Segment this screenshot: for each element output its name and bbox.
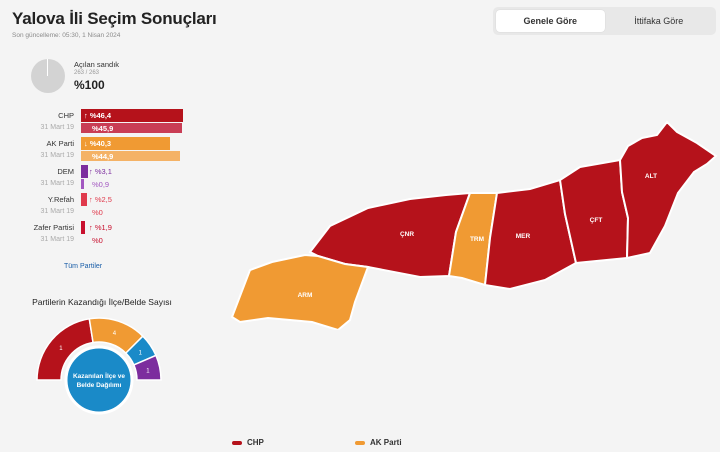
party-prev-label: 31 Mart 19 (40, 152, 74, 159)
district-alt[interactable] (618, 120, 718, 260)
page-title: Yalova İli Seçim Sonuçları (12, 9, 217, 28)
district-label: MER (516, 233, 531, 240)
district-label: ALT (645, 173, 657, 180)
tab-alliance[interactable]: İttifaka Göre (634, 16, 684, 26)
district-label: TRM (470, 236, 484, 243)
party-prev-label: 31 Mart 19 (40, 208, 74, 215)
party-current-bar (81, 193, 87, 206)
party-name: Zafer Partisi (33, 223, 74, 232)
won-districts-chart: 1 4 1 1 Kazanılan İlçe ve Belde Dağılımı (36, 317, 162, 415)
district-map: ÇNR TRM MER ÇFT ALT ARM (230, 120, 718, 330)
opened-ballots-label: Açılan sandık (74, 60, 120, 69)
legend-item-akp: AK Parti (355, 438, 402, 447)
won-segment-label: 1 (146, 368, 150, 374)
party-current-value: ↑ %46,4 (84, 111, 112, 120)
won-segment-label: 1 (59, 346, 63, 352)
party-name: CHP (58, 111, 74, 120)
party-current-bar (81, 221, 86, 234)
legend-label: AK Parti (370, 438, 402, 447)
party-current-bar (81, 137, 170, 150)
party-current-value: ↑ %1,9 (89, 223, 112, 232)
party-previous-value: %0,9 (92, 180, 110, 189)
party-name: Y.Refah (47, 195, 74, 204)
party-name: DEM (57, 167, 74, 176)
legend-swatch (232, 440, 242, 445)
district-mer[interactable] (483, 178, 578, 291)
party-previous-value: %0 (92, 208, 103, 217)
party-previous-bar (81, 179, 84, 189)
won-center-label: Belde Dağılımı (77, 382, 122, 389)
party-name: AK Parti (46, 139, 74, 148)
ballot-progress-pie-icon (31, 59, 65, 93)
won-center-circle (64, 345, 134, 415)
won-segment[interactable] (132, 354, 162, 381)
party-previous-value: %44,9 (92, 152, 114, 161)
opened-ballots-count: 263 / 263 (74, 70, 100, 76)
won-segment-label: 4 (113, 331, 117, 337)
opened-ballots-percent: %100 (74, 78, 105, 92)
party-previous-value: %0 (92, 236, 103, 245)
won-districts-title: Partilerin Kazandığı İlçe/Belde Sayısı (32, 297, 172, 307)
legend-item-chp: CHP (232, 438, 264, 447)
party-current-value: ↑ %2,5 (89, 195, 112, 204)
district-label: ÇFT (590, 217, 603, 224)
tab-general[interactable]: Genele Göre (496, 10, 605, 32)
district-label: ÇNR (400, 231, 414, 238)
party-previous-bar (81, 123, 182, 133)
won-center-label: Kazanılan İlçe ve (73, 372, 125, 380)
legend-label: CHP (247, 438, 264, 447)
view-tabs: Genele Göre İttifaka Göre (493, 7, 716, 35)
party-current-value: ↑ %3,1 (89, 167, 112, 176)
party-prev-label: 31 Mart 19 (40, 180, 74, 187)
district-arm[interactable] (230, 253, 370, 330)
party-prev-label: 31 Mart 19 (40, 124, 74, 131)
district-label: ARM (298, 292, 313, 299)
won-segment-label: 1 (139, 350, 143, 356)
all-parties-link[interactable]: Tüm Partiler (64, 263, 103, 270)
party-previous-value: %45,9 (92, 124, 114, 133)
last-updated: Son güncelleme: 05:30, 1 Nisan 2024 (12, 32, 121, 39)
party-prev-label: 31 Mart 19 (40, 236, 74, 243)
legend-swatch (355, 440, 365, 445)
party-current-bar (81, 109, 184, 122)
party-current-value: ↓ %40,3 (84, 139, 112, 148)
party-current-bar (81, 165, 88, 178)
party-previous-bar (81, 151, 180, 161)
